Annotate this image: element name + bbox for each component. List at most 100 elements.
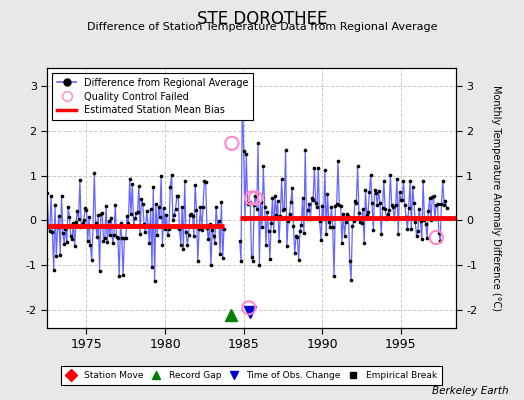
Point — [143, 208, 151, 214]
Point — [198, 227, 206, 234]
Point — [239, 148, 248, 154]
Point — [293, 234, 301, 240]
Point — [250, 202, 258, 208]
Point — [114, 235, 122, 242]
Point — [294, 257, 303, 263]
Point — [301, 146, 309, 153]
Point — [374, 187, 383, 194]
Point — [394, 231, 402, 237]
Point — [46, 228, 54, 234]
Text: Berkeley Earth: Berkeley Earth — [432, 386, 508, 396]
Point — [212, 204, 220, 210]
Point — [251, 192, 259, 199]
Point — [59, 230, 67, 236]
Point — [188, 213, 196, 220]
Point — [191, 181, 199, 188]
Point — [204, 236, 212, 242]
Point — [376, 199, 384, 206]
Point — [86, 242, 94, 248]
Point — [206, 262, 215, 268]
Point — [252, 195, 260, 201]
Point — [410, 199, 418, 206]
Point — [80, 216, 88, 223]
Point — [116, 220, 125, 226]
Point — [89, 224, 97, 230]
Point — [441, 198, 450, 205]
Point — [357, 220, 366, 226]
Point — [128, 180, 136, 187]
Legend: Station Move, Record Gap, Time of Obs. Change, Empirical Break: Station Move, Record Gap, Time of Obs. C… — [61, 366, 442, 384]
Point — [48, 229, 57, 236]
Point — [397, 196, 405, 203]
Point — [157, 173, 165, 179]
Point — [111, 202, 119, 208]
Point — [348, 223, 356, 230]
Point — [405, 205, 413, 211]
Point — [368, 200, 376, 206]
Point — [431, 216, 439, 222]
Point — [193, 258, 202, 264]
Point — [263, 209, 271, 216]
Point — [259, 162, 267, 169]
Point — [135, 183, 143, 189]
Point — [277, 176, 286, 182]
Point — [332, 200, 341, 207]
Point — [95, 268, 104, 274]
Point — [288, 185, 296, 191]
Point — [64, 204, 72, 210]
Point — [436, 237, 444, 244]
Point — [433, 201, 442, 207]
Point — [238, 85, 247, 91]
Point — [311, 200, 320, 206]
Point — [154, 204, 162, 210]
Point — [166, 184, 174, 190]
Point — [274, 198, 282, 204]
Point — [318, 203, 326, 210]
Point — [432, 202, 440, 208]
Point — [253, 206, 261, 212]
Point — [47, 192, 55, 199]
Point — [38, 253, 46, 260]
Point — [140, 221, 148, 227]
Point — [75, 177, 84, 183]
Point — [287, 199, 295, 205]
Point — [353, 162, 362, 169]
Point — [205, 220, 214, 227]
Point — [101, 235, 109, 242]
Point — [203, 225, 211, 231]
Point — [137, 196, 146, 202]
Point — [271, 192, 279, 199]
Point — [440, 202, 448, 208]
Point — [73, 208, 81, 215]
Point — [217, 199, 225, 205]
Point — [228, 140, 236, 146]
Point — [185, 211, 194, 218]
Point — [69, 220, 78, 226]
Point — [384, 211, 392, 217]
Point — [124, 220, 133, 227]
Point — [192, 206, 201, 213]
Point — [104, 218, 113, 224]
Point — [322, 231, 330, 238]
Point — [184, 232, 193, 239]
Point — [356, 219, 364, 225]
Point — [119, 272, 127, 278]
Point — [219, 255, 227, 262]
Point — [159, 205, 168, 211]
Point — [355, 210, 363, 216]
Point — [280, 206, 288, 212]
Point — [261, 242, 270, 248]
Point — [248, 258, 257, 264]
Point — [411, 219, 419, 225]
Point — [275, 237, 283, 244]
Point — [342, 218, 350, 225]
Point — [51, 202, 59, 208]
Point — [298, 195, 307, 202]
Text: STE DOROTHEE: STE DOROTHEE — [197, 10, 327, 28]
Point — [108, 240, 117, 246]
Point — [199, 204, 207, 210]
Point — [319, 216, 328, 222]
Point — [269, 228, 278, 234]
Point — [358, 206, 367, 213]
Point — [303, 207, 312, 214]
